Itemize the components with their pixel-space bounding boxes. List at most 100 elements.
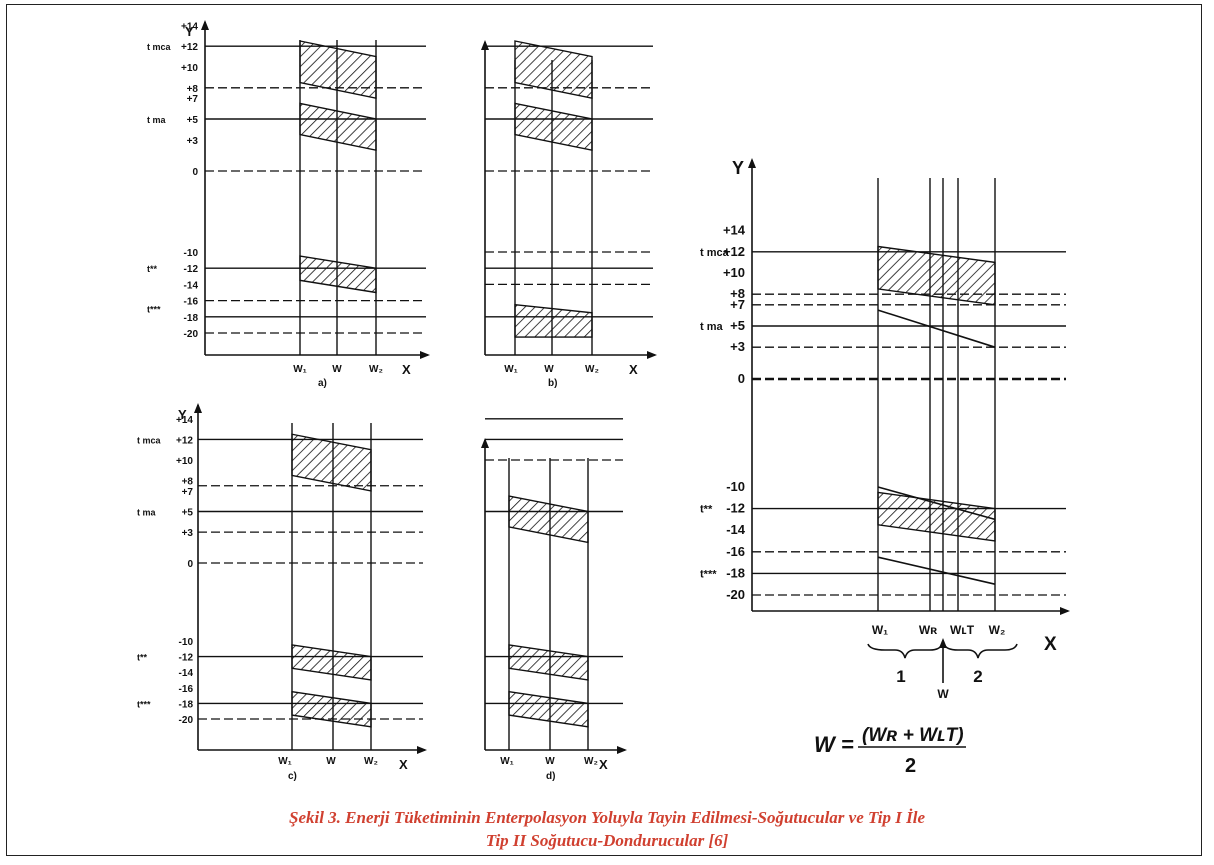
hatched-band [514, 303, 593, 338]
x-axis-arrow [1060, 607, 1070, 615]
x-tick-label: W₁ [504, 364, 518, 375]
hatched-band [299, 102, 377, 152]
x-tick-label: WʟT [950, 623, 975, 637]
hatched-band [508, 690, 589, 728]
level-label: t ma [700, 321, 724, 333]
panel-label: a) [318, 378, 327, 389]
x-tick-label: Wʀ [919, 623, 937, 637]
caption-line-1: Şekil 3. Enerji Tüketiminin Enterpolasyo… [288, 808, 925, 827]
formula-numerator: (Wʀ + WʟT) [862, 725, 964, 746]
y-axis-arrow [748, 158, 756, 168]
panel-e: Y X +14 +12 +10 +8+7 +5 +3 0 -10 -12 -14 -16 -18 -20 t … [700, 158, 1070, 701]
y-tick-label: -20 [179, 715, 194, 726]
x-tick-label: W [544, 364, 554, 375]
x-tick-label: W [545, 756, 555, 767]
x-tick-label: W₁ [500, 756, 514, 767]
w-arrow-label: W [937, 687, 949, 701]
y-tick-label: +3 [730, 339, 745, 354]
y-tick-label: -18 [184, 313, 199, 324]
y-tick-label: +3 [182, 528, 194, 539]
sloped-line [877, 486, 996, 521]
x-axis-arrow [420, 351, 430, 359]
y-tick-label: 0 [192, 167, 198, 178]
hatched-band [291, 690, 372, 728]
y-tick-label: +14 [176, 415, 193, 426]
y-tick-label: -10 [726, 479, 745, 494]
hatched-band [299, 255, 377, 294]
figure-frame [6, 4, 1202, 856]
panel-label: b) [548, 378, 557, 389]
y-tick-label: -20 [726, 587, 745, 602]
y-tick-label: -14 [184, 280, 199, 291]
y-axis-label: Y [732, 158, 744, 178]
x-axis-arrow [647, 351, 657, 359]
hatched-band [877, 245, 996, 306]
caption-line-2: Tip II Soğutucu-Dondurucular [6] [485, 831, 729, 850]
y-tick-label: +10 [181, 63, 198, 74]
y-axis-arrow [194, 403, 202, 413]
y-tick-label: 0 [738, 371, 745, 386]
panel-label: c) [288, 771, 297, 782]
level-label: t** [137, 653, 147, 663]
x-tick-label: W₁ [872, 623, 888, 637]
y-tick-label: +7 [187, 94, 199, 105]
y-tick-label: -12 [726, 501, 745, 516]
x-tick-label: W₂ [369, 364, 383, 375]
y-tick-label: -14 [179, 668, 194, 679]
hatched-band [514, 40, 593, 100]
panel-b: X W₁ W W₂ b) [481, 40, 657, 389]
level-label: t*** [137, 699, 151, 709]
y-tick-label: -10 [179, 637, 194, 648]
formula-denominator: 2 [905, 755, 916, 777]
y-tick-label: +8 [182, 477, 194, 488]
w-arrow-head [939, 638, 947, 648]
x-axis-label: X [402, 362, 411, 377]
x-axis-arrow [617, 746, 627, 754]
panel-c: Y X +14 +12 +10 +8+7 +5 +3 0 -10 -12 -14 -16 -18 -20 t … [137, 403, 427, 782]
panel-d: X W₁ W W₂ d) [481, 418, 627, 782]
x-axis-label: X [1044, 634, 1057, 655]
brace-2 [943, 643, 1018, 659]
y-tick-label: +10 [176, 456, 193, 467]
y-tick-label: -14 [726, 522, 746, 537]
sloped-line [877, 309, 996, 348]
x-tick-label: W [326, 756, 336, 767]
y-axis-arrow [481, 438, 489, 448]
x-tick-label: W₂ [585, 364, 599, 375]
y-tick-label: +5 [187, 115, 199, 126]
y-tick-label: -16 [179, 684, 194, 695]
y-tick-label: +5 [730, 318, 745, 333]
y-axis-label: Y [178, 407, 187, 422]
x-tick-label: W₁ [293, 364, 307, 375]
y-tick-label: -16 [184, 297, 199, 308]
panel-label: d) [546, 771, 555, 782]
hatched-band [299, 40, 377, 100]
x-axis-arrow [417, 746, 427, 754]
y-tick-label: -12 [179, 653, 194, 664]
brace-1 [867, 643, 943, 659]
y-tick-label: +3 [187, 136, 199, 147]
x-axis-label: X [629, 362, 638, 377]
sloped-line [877, 556, 996, 585]
y-tick-label: +7 [730, 297, 745, 312]
y-axis-arrow [201, 20, 209, 30]
y-tick-label: +7 [182, 487, 194, 498]
level-label: t mca [137, 435, 162, 445]
level-label: t** [700, 504, 713, 516]
level-label: t mca [147, 42, 172, 52]
x-tick-label: W₂ [584, 756, 598, 767]
y-tick-label: +14 [723, 223, 746, 238]
x-axis-label: X [599, 757, 608, 772]
hatched-band [877, 491, 996, 542]
y-tick-label: +12 [176, 435, 193, 446]
y-tick-label: +8 [187, 84, 199, 95]
hatched-band [291, 433, 372, 492]
hatched-band [508, 644, 589, 681]
y-tick-label: +5 [182, 508, 194, 519]
level-label: t*** [147, 305, 161, 315]
level-label: t*** [700, 568, 717, 580]
y-tick-label: +12 [723, 244, 745, 259]
hatched-band [291, 644, 372, 681]
hatched-band [514, 102, 593, 152]
x-tick-label: W₁ [278, 756, 292, 767]
